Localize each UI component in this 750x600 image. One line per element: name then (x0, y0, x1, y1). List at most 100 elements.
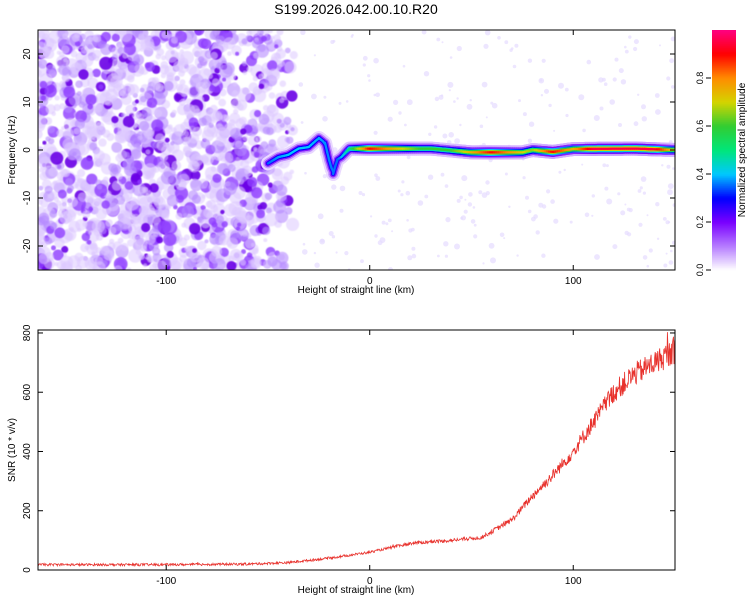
heatmap-noise-blob (141, 222, 151, 233)
heatmap-noise-blob (164, 49, 179, 63)
heatmap-speck (485, 180, 490, 185)
heatmap-speck (503, 237, 506, 240)
heatmap-noise-blob (56, 50, 61, 55)
heatmap-noise-blob (184, 245, 191, 252)
heatmap-noise-blob (157, 220, 172, 234)
heatmap-noise-blob (120, 94, 132, 106)
heatmap-noise-blob (151, 167, 156, 172)
colorbar-segment (712, 122, 736, 125)
heatmap-speck (659, 44, 661, 47)
heatmap-noise-blob (169, 257, 183, 270)
heatmap-noise-blob (111, 67, 123, 80)
heatmap-speck (617, 192, 621, 196)
colorbar-segment (712, 226, 736, 229)
heatmap-speck (668, 260, 674, 265)
heatmap-speck (473, 223, 477, 227)
heatmap-noise-blob (267, 256, 278, 267)
heatmap-speck (459, 195, 463, 200)
heatmap-noise-blob (212, 173, 222, 183)
heatmap-noise-blob (183, 136, 192, 144)
colorbar-segment (712, 100, 736, 103)
heatmap-speck (563, 168, 566, 172)
heatmap-noise-blob (66, 187, 73, 194)
heatmap-noise-blob (169, 174, 181, 186)
heatmap-noise-blob (274, 44, 279, 49)
colorbar-segment (712, 200, 736, 203)
heatmap-noise-blob (209, 30, 219, 40)
colorbar-segment (712, 210, 736, 213)
heatmap-noise-blob (227, 51, 232, 56)
heatmap-noise-blob (280, 262, 287, 270)
colorbar-segment (712, 60, 736, 63)
heatmap-noise-blob (44, 237, 53, 245)
heatmap-noise-blob (195, 81, 207, 94)
colorbar-segment (712, 112, 736, 115)
heatmap-noise-blob (239, 259, 247, 266)
heatmap-speck (582, 128, 586, 133)
heatmap-speck (322, 116, 328, 122)
heatmap-speck (398, 111, 402, 115)
heatmap-noise-blob (231, 45, 242, 56)
heatmap-speck (527, 138, 533, 143)
heatmap-speck (460, 215, 466, 221)
colorbar-segment (712, 156, 736, 159)
colorbar-segment (712, 140, 736, 143)
heatmap-noise-blob (200, 219, 211, 229)
heatmap-speck (584, 212, 590, 218)
heatmap-noise-blob (247, 176, 258, 188)
heatmap-speck (370, 215, 373, 218)
heatmap-noise-blob (46, 64, 56, 74)
heatmap-speck (661, 164, 664, 167)
heatmap-noise-blob (220, 114, 229, 123)
heatmap-speck (454, 243, 460, 250)
snr-background (38, 330, 675, 570)
heatmap-noise-blob (76, 91, 82, 97)
heatmap-noise-blob (122, 115, 135, 128)
heatmap-noise-blob (171, 160, 182, 171)
heatmap-speck (591, 214, 594, 217)
colorbar-gradient (712, 30, 736, 271)
colorbar-segment (712, 150, 736, 153)
heatmap-speck (667, 183, 674, 190)
heatmap-speck (374, 234, 378, 238)
heatmap-speck (335, 251, 338, 254)
heatmap-speck (373, 57, 379, 64)
heatmap-noise-blob (65, 232, 74, 241)
colorbar-segment (712, 262, 736, 265)
heatmap-noise-blob (123, 193, 130, 200)
heatmap-noise-blob (51, 245, 56, 251)
heatmap-noise-blob (161, 55, 167, 61)
colorbar: 0.0 0.2 0.4 0.6 0.8 Normalized spectral ampl… (695, 30, 748, 276)
snr-x-tick-label: -100 (156, 576, 176, 587)
heatmap-x-tick-label: 0 (367, 276, 373, 287)
heatmap-speck (518, 99, 521, 103)
heatmap-noise-blob (126, 155, 134, 163)
heatmap-noise-blob (77, 169, 86, 178)
heatmap-noise-blob (254, 110, 262, 118)
heatmap-speck (441, 41, 444, 44)
heatmap-noise-blob (145, 174, 151, 179)
heatmap-speck (361, 193, 366, 197)
heatmap-noise-blob (200, 38, 212, 50)
heatmap-speck (377, 240, 383, 246)
heatmap-noise-blob (81, 232, 91, 242)
heatmap-noise-blob (177, 84, 190, 97)
heatmap-speck (604, 186, 609, 191)
heatmap-noise-blob (123, 43, 136, 56)
heatmap-noise-blob (275, 209, 289, 223)
heatmap-cells (38, 30, 675, 270)
colorbar-segment (712, 128, 736, 131)
heatmap-noise-blob (258, 83, 265, 90)
heatmap-speck (642, 191, 647, 195)
colorbar-segment (712, 118, 736, 121)
heatmap-noise-blob (38, 69, 42, 76)
heatmap-speck (449, 56, 453, 59)
snr-y-tick-label: 200 (22, 502, 33, 519)
heatmap-noise-blob (259, 202, 268, 210)
heatmap-speck (397, 189, 401, 193)
heatmap-noise-blob (38, 217, 43, 222)
heatmap-noise-blob (234, 143, 247, 157)
heatmap-speck (609, 99, 615, 105)
heatmap-noise-blob (211, 78, 220, 86)
heatmap-noise-blob (49, 191, 58, 200)
